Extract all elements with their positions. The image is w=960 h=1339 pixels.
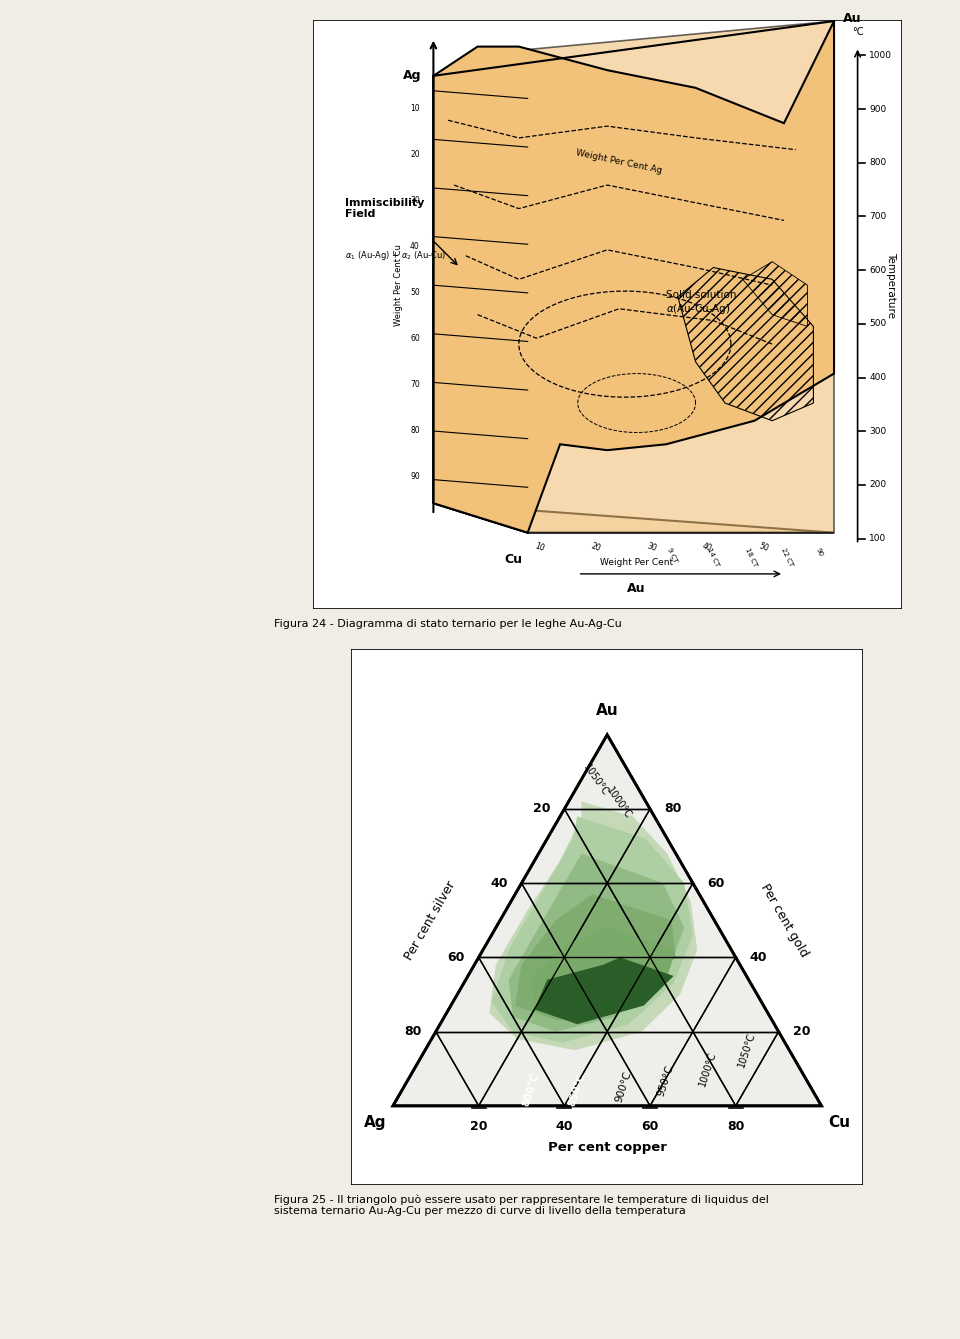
Polygon shape bbox=[433, 503, 834, 533]
Text: 20: 20 bbox=[469, 1119, 488, 1133]
Text: Per cent gold: Per cent gold bbox=[758, 881, 810, 959]
Text: 1000°C: 1000°C bbox=[605, 786, 634, 821]
Text: 10: 10 bbox=[410, 104, 420, 112]
Text: Au: Au bbox=[628, 581, 646, 595]
Text: 900: 900 bbox=[870, 104, 887, 114]
Text: 20: 20 bbox=[793, 1026, 810, 1038]
Text: 40: 40 bbox=[410, 242, 420, 250]
Text: 40: 40 bbox=[750, 951, 767, 964]
Polygon shape bbox=[393, 735, 822, 1106]
Text: 80: 80 bbox=[410, 426, 420, 435]
Text: 9 CT: 9 CT bbox=[666, 548, 678, 564]
Text: 50: 50 bbox=[757, 541, 770, 553]
Text: Ag: Ag bbox=[364, 1115, 386, 1130]
Text: Immiscibility
Field: Immiscibility Field bbox=[345, 198, 424, 220]
Text: Figura 24 - Diagramma di stato ternario per le leghe Au-Ag-Cu: Figura 24 - Diagramma di stato ternario … bbox=[274, 619, 621, 628]
Text: 1050°C: 1050°C bbox=[736, 1031, 757, 1069]
Text: 80: 80 bbox=[664, 802, 682, 815]
Text: Per cent silver: Per cent silver bbox=[402, 878, 458, 963]
Text: 950°C: 950°C bbox=[656, 1063, 675, 1097]
Text: Figura 25 - Il triangolo può essere usato per rappresentare le temperature di li: Figura 25 - Il triangolo può essere usat… bbox=[274, 1194, 768, 1217]
Polygon shape bbox=[492, 817, 693, 1043]
Text: 90: 90 bbox=[815, 548, 824, 558]
Text: 20: 20 bbox=[589, 541, 602, 553]
Text: 20: 20 bbox=[410, 150, 420, 159]
Text: Cu: Cu bbox=[504, 553, 522, 566]
Text: 60: 60 bbox=[410, 333, 420, 343]
Text: 90: 90 bbox=[410, 471, 420, 481]
Text: 80: 80 bbox=[727, 1119, 744, 1133]
Text: 30: 30 bbox=[410, 195, 420, 205]
Text: Per cent copper: Per cent copper bbox=[548, 1141, 666, 1154]
Text: °C: °C bbox=[852, 27, 863, 36]
Text: 30: 30 bbox=[645, 541, 658, 553]
Polygon shape bbox=[433, 50, 528, 533]
Text: 10: 10 bbox=[534, 541, 545, 553]
Text: 80: 80 bbox=[404, 1026, 421, 1038]
Polygon shape bbox=[532, 928, 676, 1016]
Text: 22 CT: 22 CT bbox=[780, 548, 794, 568]
Text: 400: 400 bbox=[870, 374, 886, 382]
Text: 300: 300 bbox=[870, 427, 887, 435]
Text: 700: 700 bbox=[870, 212, 887, 221]
Text: $\alpha_1$ (Au-Ag) + $\alpha_2$ (Au-Cu): $\alpha_1$ (Au-Ag) + $\alpha_2$ (Au-Cu) bbox=[345, 249, 446, 262]
Text: 40: 40 bbox=[701, 541, 713, 553]
Polygon shape bbox=[509, 853, 684, 1031]
Text: Weight Per Cent: Weight Per Cent bbox=[600, 558, 673, 566]
Text: 60: 60 bbox=[707, 877, 724, 889]
Polygon shape bbox=[528, 21, 834, 533]
Text: 200: 200 bbox=[870, 481, 886, 489]
Text: Temperature: Temperature bbox=[886, 252, 897, 319]
Text: 70: 70 bbox=[410, 380, 420, 388]
Text: Cu: Cu bbox=[828, 1115, 851, 1130]
Text: 1000: 1000 bbox=[870, 51, 893, 60]
Polygon shape bbox=[535, 957, 674, 1024]
Text: 100: 100 bbox=[870, 534, 887, 544]
Text: 900°C: 900°C bbox=[613, 1070, 634, 1103]
Text: 500: 500 bbox=[870, 319, 887, 328]
Text: 40: 40 bbox=[490, 877, 508, 889]
Text: 18 CT: 18 CT bbox=[745, 548, 758, 568]
Polygon shape bbox=[516, 894, 676, 1020]
Text: 60: 60 bbox=[447, 951, 465, 964]
Text: Weight Per Cent Cu: Weight Per Cent Cu bbox=[394, 244, 402, 327]
Text: 1050°C: 1050°C bbox=[581, 762, 610, 798]
Text: 600: 600 bbox=[870, 265, 887, 274]
Text: Au: Au bbox=[596, 703, 618, 719]
Text: 14 CT: 14 CT bbox=[707, 548, 720, 568]
Polygon shape bbox=[490, 802, 697, 1050]
Polygon shape bbox=[433, 21, 834, 533]
Text: 20: 20 bbox=[533, 802, 550, 815]
Text: 60: 60 bbox=[641, 1119, 659, 1133]
Text: 50: 50 bbox=[410, 288, 420, 297]
Text: Au: Au bbox=[843, 12, 861, 24]
Text: 40: 40 bbox=[556, 1119, 573, 1133]
Text: 800: 800 bbox=[870, 158, 887, 167]
Text: Weight Per Cent Ag: Weight Per Cent Ag bbox=[575, 147, 663, 175]
Text: Solid solution
$\alpha$(Au-Cu-Ag): Solid solution $\alpha$(Au-Cu-Ag) bbox=[666, 289, 736, 316]
Text: 800°C: 800°C bbox=[520, 1071, 540, 1107]
Text: Ag: Ag bbox=[403, 70, 421, 82]
Text: 1000°C: 1000°C bbox=[697, 1050, 718, 1087]
Text: 850°C: 850°C bbox=[566, 1071, 587, 1107]
